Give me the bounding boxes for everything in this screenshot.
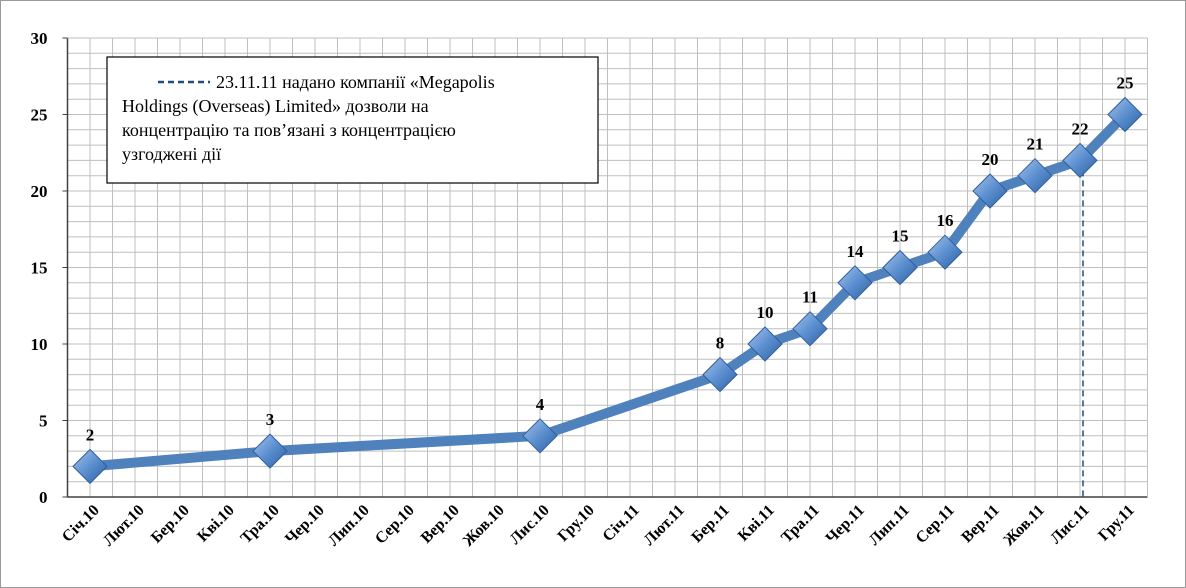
data-label: 4 <box>536 395 545 414</box>
annotation-text: 23.11.11 надано компанії «Megapolis <box>216 72 495 92</box>
data-label: 25 <box>1117 74 1134 93</box>
data-label: 10 <box>757 303 774 322</box>
y-tick-label: 10 <box>31 335 48 354</box>
marker <box>882 249 918 286</box>
data-label: 15 <box>892 227 909 246</box>
y-tick-label: 15 <box>31 259 48 278</box>
marker <box>972 173 1008 209</box>
data-label: 8 <box>716 334 725 353</box>
data-label: 20 <box>982 150 999 169</box>
data-label: 3 <box>266 410 275 429</box>
y-tick-label: 5 <box>39 412 48 431</box>
line-segment <box>265 430 545 457</box>
marker <box>1107 96 1143 133</box>
y-tick-label: 20 <box>31 182 48 201</box>
data-label: 11 <box>802 288 818 307</box>
marker <box>252 433 288 469</box>
marker <box>1017 157 1053 194</box>
data-label: 22 <box>1072 119 1089 138</box>
marker <box>927 234 963 270</box>
annotation-box <box>106 56 599 184</box>
marker <box>837 265 873 301</box>
annotation-text: концентрацію та пов’язані з концентраціє… <box>122 120 456 140</box>
data-label: 2 <box>86 425 95 444</box>
annotation-text: Holdings (Overseas) Limited» дозволи на <box>122 96 429 117</box>
marker <box>72 448 108 485</box>
line-segment <box>535 369 725 441</box>
marker <box>522 418 558 454</box>
line-segment <box>85 446 275 472</box>
marker <box>747 326 783 362</box>
y-tick-label: 0 <box>39 488 48 507</box>
annotation-text: узгоджені дії <box>122 144 221 164</box>
y-tick-label: 30 <box>31 29 48 48</box>
marker <box>1062 142 1098 179</box>
marker <box>702 356 738 393</box>
data-label: 21 <box>1027 135 1044 154</box>
data-label: 14 <box>847 242 865 261</box>
marker <box>792 310 828 347</box>
data-label: 16 <box>937 211 954 230</box>
y-tick-label: 25 <box>31 106 48 125</box>
